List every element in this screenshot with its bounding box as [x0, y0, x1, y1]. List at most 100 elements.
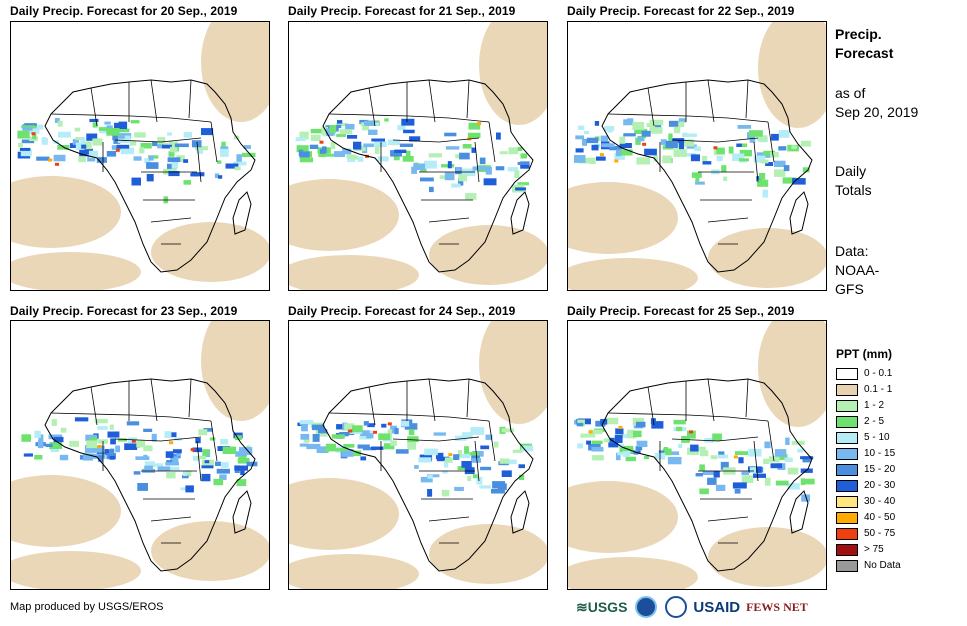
- rain-cell: [517, 182, 529, 186]
- rain-cell: [134, 132, 146, 138]
- rain-cell: [684, 139, 695, 147]
- legend-label: 30 - 40: [864, 496, 896, 507]
- africa-map: [568, 321, 826, 589]
- rain-cell: [169, 141, 178, 147]
- legend-label: 1 - 2: [864, 400, 885, 411]
- country-border: [438, 137, 480, 143]
- rain-cell: [97, 455, 103, 462]
- coastline: [322, 378, 534, 572]
- rain-cell: [135, 456, 150, 460]
- legend-swatch: [836, 384, 858, 396]
- rain-cell: [337, 120, 343, 124]
- rain-cell: [468, 122, 481, 130]
- country-border: [671, 438, 719, 442]
- rain-cell: [662, 448, 672, 456]
- rain-cell: [720, 461, 729, 470]
- rain-cell: [695, 181, 705, 185]
- rain-cell: [201, 465, 214, 469]
- fews-net-logo: FEWS NET: [746, 599, 808, 614]
- agency-seal-logo: [665, 596, 688, 618]
- dry-precip-area: [151, 222, 269, 282]
- rain-cell: [360, 122, 366, 127]
- rain-cell: [191, 172, 205, 177]
- rain-cell: [321, 126, 329, 135]
- country-border: [767, 121, 775, 163]
- rain-cell: [88, 150, 99, 159]
- rain-cell: [164, 431, 172, 438]
- country-border: [488, 121, 496, 163]
- country-border: [160, 137, 202, 143]
- rain-cell: [234, 166, 241, 171]
- rain-cell: [316, 446, 329, 453]
- rain-cell: [124, 443, 138, 450]
- rain-cell: [359, 435, 372, 440]
- rain-cell: [760, 159, 769, 164]
- rain-cell: [183, 159, 189, 163]
- rain-cell: [479, 157, 486, 165]
- rain-cell: [673, 149, 687, 157]
- rain-cell: [183, 132, 193, 138]
- rain-cell: [753, 155, 766, 163]
- rain-cell: [166, 472, 176, 479]
- rain-cell: [737, 125, 752, 129]
- rain-cell: [458, 178, 464, 186]
- legend-label: No Data: [864, 560, 901, 571]
- rain-cell: [218, 175, 223, 179]
- legend-swatch: [836, 480, 858, 492]
- rain-cell: [623, 133, 636, 137]
- rain-cell: [589, 429, 603, 435]
- rain-cell: [394, 149, 407, 153]
- rain-cell: [644, 455, 649, 460]
- rain-cell: [507, 167, 518, 172]
- rain-cell: [509, 459, 517, 465]
- rain-cell: [712, 433, 722, 441]
- legend-label: 40 - 50: [864, 512, 896, 523]
- rain-cell: [633, 430, 642, 438]
- rain-cell: [343, 444, 355, 448]
- rain-cell: [635, 446, 643, 451]
- coastline: [601, 79, 813, 273]
- legend-swatch: [836, 432, 858, 444]
- rain-cell: [140, 143, 152, 149]
- rain-cell: [109, 456, 115, 460]
- rain-cell: [451, 183, 461, 188]
- legend-label: 5 - 10: [864, 432, 890, 443]
- rain-cell: [583, 131, 590, 135]
- rain-cell: [21, 139, 35, 144]
- heavy-rain-cell: [477, 122, 482, 126]
- rain-cell: [89, 118, 99, 123]
- sidebar-title: Precip. Forecast: [835, 26, 894, 61]
- rain-cell: [619, 143, 632, 149]
- legend-label: 0.1 - 1: [864, 384, 893, 395]
- rain-cell: [170, 146, 178, 153]
- madagascar-outline: [510, 490, 530, 534]
- rain-cell: [204, 460, 210, 464]
- rain-cell: [22, 127, 33, 131]
- rain-cell: [485, 166, 492, 175]
- rain-cell: [702, 470, 715, 475]
- rain-cell: [116, 144, 130, 149]
- rain-cell: [84, 445, 97, 453]
- heavy-rain-cell: [614, 159, 619, 163]
- rain-cell: [130, 120, 140, 124]
- rain-cell: [144, 158, 151, 164]
- country-border: [196, 440, 202, 482]
- rain-cell: [457, 450, 462, 458]
- rain-cell: [403, 129, 415, 134]
- rain-cell: [756, 176, 762, 182]
- rain-cell: [501, 428, 514, 433]
- rain-cell: [802, 456, 812, 463]
- rain-cell: [608, 442, 619, 448]
- country-border: [114, 139, 162, 143]
- rain-cell: [518, 464, 525, 469]
- legend-swatch: [836, 448, 858, 460]
- rain-cell: [366, 433, 374, 439]
- country-border: [607, 412, 689, 416]
- dry-precip-area: [568, 557, 698, 589]
- africa-map: [11, 321, 269, 589]
- legend-title: PPT (mm): [836, 347, 893, 361]
- rain-cell: [303, 439, 310, 443]
- rain-cell: [702, 161, 712, 165]
- country-border: [647, 87, 655, 127]
- rain-cell: [242, 458, 250, 462]
